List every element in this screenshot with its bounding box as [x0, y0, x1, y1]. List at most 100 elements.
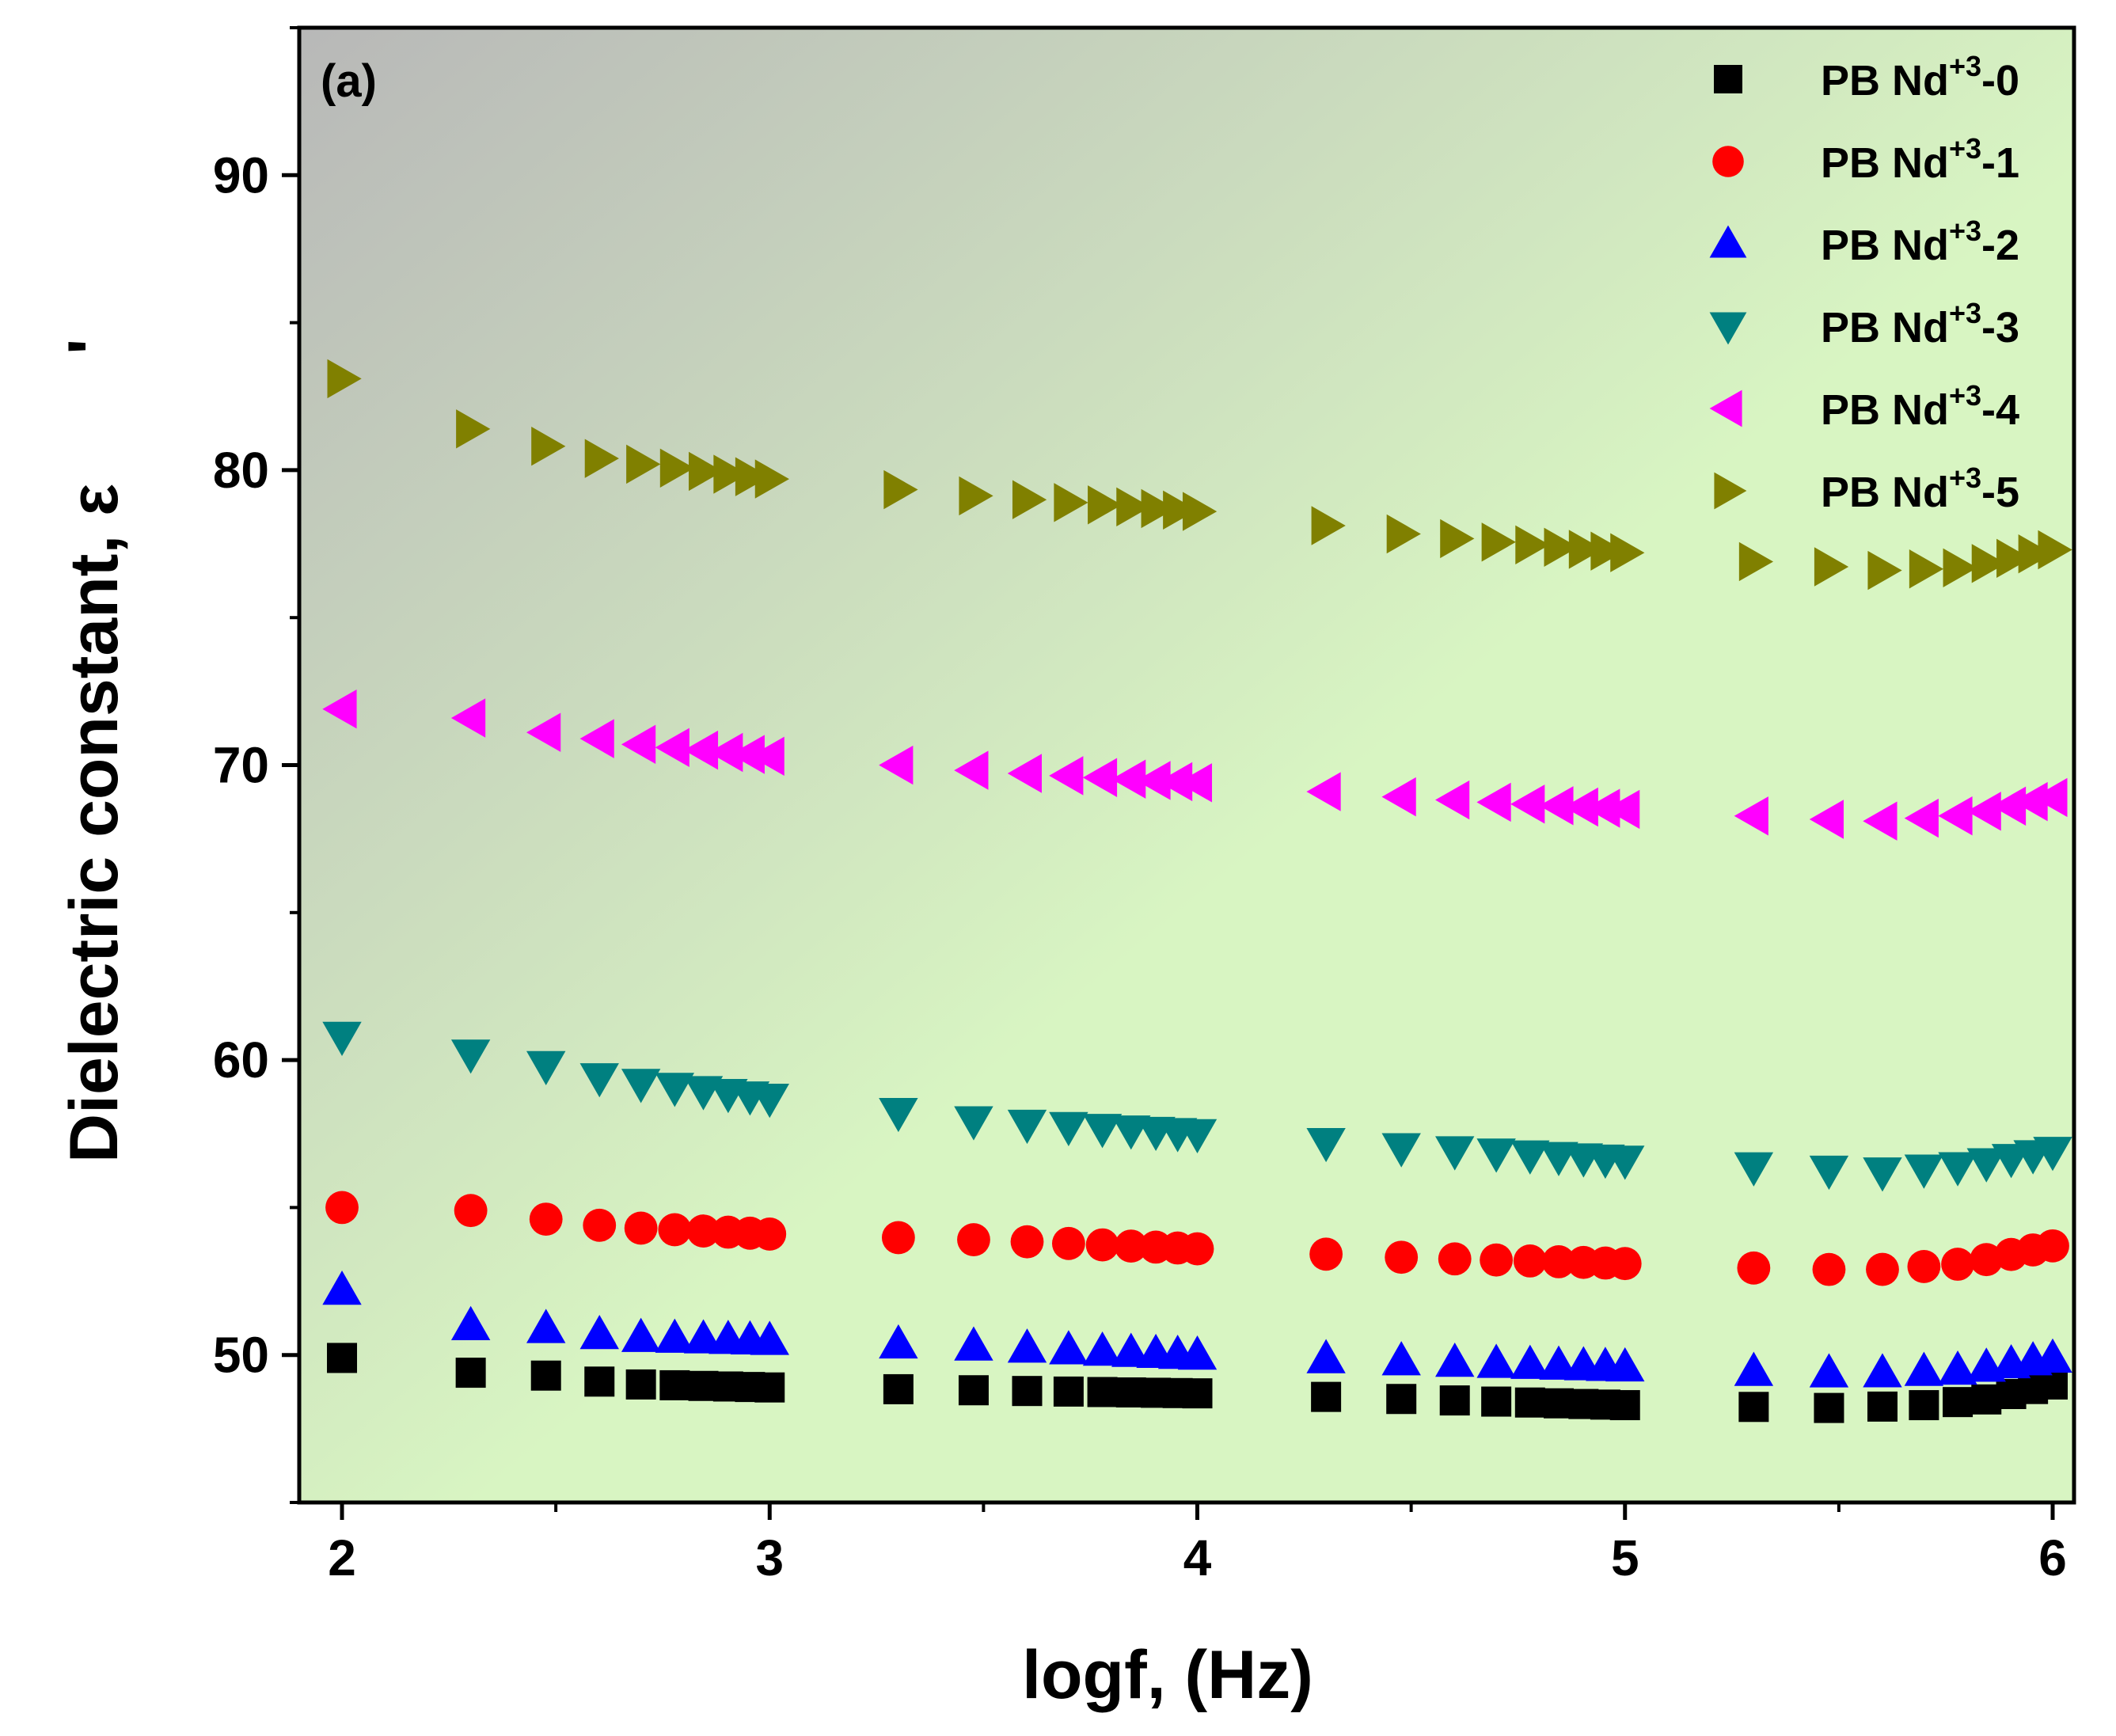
data-point: [1904, 1351, 1944, 1386]
data-point: [1085, 1228, 1119, 1262]
data-point: [879, 745, 914, 785]
data-point: [1539, 786, 1574, 826]
data-point: [730, 735, 765, 774]
y-tick-label: 50: [213, 1327, 269, 1384]
data-point: [625, 1369, 656, 1400]
data-point: [879, 1097, 918, 1133]
data-point: [655, 727, 690, 767]
legend-marker: [1714, 472, 1747, 510]
data-point: [1386, 514, 1421, 554]
data-point: [1544, 527, 1578, 567]
data-point: [1866, 1252, 1899, 1286]
data-point: [954, 750, 989, 790]
data-point: [1605, 789, 1640, 830]
data-point: [1938, 796, 1973, 836]
legend-label-prefix: PB Nd: [1821, 304, 1949, 351]
legend-marker: [1712, 146, 1744, 177]
data-point: [1116, 487, 1151, 526]
data-point: [1136, 761, 1171, 800]
data-point: [1938, 1152, 1977, 1187]
data-point: [327, 359, 362, 399]
data-point: [1943, 548, 1977, 587]
x-tick-label: 6: [2038, 1529, 2067, 1586]
data-point: [1605, 1145, 1645, 1180]
data-point: [1049, 1111, 1088, 1146]
data-point: [1306, 772, 1341, 811]
y-tick-label: 60: [213, 1031, 269, 1088]
data-markers: [322, 359, 2072, 1423]
data-point: [1012, 480, 1047, 519]
data-point: [1439, 1385, 1470, 1416]
legend: PB Nd+3-0PB Nd+3-1PB Nd+3-2PB Nd+3-3PB N…: [1709, 50, 2019, 516]
legend-marker: [1709, 312, 1747, 345]
data-point: [526, 1050, 566, 1086]
data-point: [1435, 780, 1470, 820]
data-point: [1610, 533, 1645, 572]
data-point: [624, 1211, 658, 1245]
data-point: [1738, 1392, 1769, 1423]
legend-entry: PB Nd+3-2: [1709, 215, 2019, 269]
legend-entry: PB Nd+3-0: [1714, 50, 2019, 104]
data-point: [621, 1317, 661, 1352]
plot-background: [299, 28, 2074, 1502]
data-point: [1082, 1114, 1123, 1149]
data-point: [1568, 530, 1604, 569]
y-axis-title: Dielectric constant, ε: [56, 484, 132, 1163]
data-point: [1907, 1250, 1941, 1283]
data-point: [1809, 1155, 1849, 1191]
data-point: [322, 1021, 362, 1056]
data-point: [750, 1320, 789, 1355]
data-point: [957, 1223, 990, 1256]
data-point: [1943, 1387, 1974, 1418]
data-point: [754, 1372, 785, 1403]
data-point: [450, 698, 486, 738]
y-tick-label: 80: [213, 442, 269, 499]
data-point: [454, 1194, 488, 1228]
data-point: [456, 409, 491, 449]
data-point: [1007, 1109, 1047, 1145]
data-point: [1941, 1248, 1974, 1281]
data-point: [1054, 483, 1088, 522]
data-point: [883, 469, 918, 510]
legend-label-suffix: -4: [1981, 386, 2019, 434]
legend-label-sup: +3: [1949, 50, 1981, 82]
legend-marker: [1709, 389, 1742, 427]
data-point: [1996, 538, 2031, 579]
legend-label: PB Nd+3-5: [1821, 462, 2019, 516]
data-point: [1542, 1244, 1575, 1278]
y-axis-title-prime: ': [55, 339, 131, 355]
data-point: [1513, 1244, 1547, 1278]
legend-entry: PB Nd+3-5: [1714, 462, 2019, 516]
data-point: [1163, 490, 1198, 530]
data-point: [1966, 792, 2001, 831]
x-tick-label: 4: [1183, 1529, 1212, 1586]
data-point: [1157, 762, 1193, 802]
data-point: [1111, 759, 1146, 799]
data-point: [1809, 1353, 1849, 1388]
data-point: [530, 1360, 561, 1391]
data-point: [1435, 1342, 1475, 1377]
data-point: [2033, 1338, 2072, 1373]
data-point: [1087, 1377, 1118, 1407]
legend-label-suffix: -5: [1981, 469, 2019, 516]
legend-entry: PB Nd+3-3: [1709, 297, 2019, 351]
data-point: [526, 1309, 566, 1343]
data-point: [1734, 1351, 1774, 1386]
data-point: [529, 1202, 563, 1236]
series-5: [327, 359, 2072, 591]
data-point: [526, 712, 561, 752]
data-point: [1608, 1247, 1642, 1281]
legend-label-prefix: PB Nd: [1821, 139, 1949, 187]
data-point: [689, 451, 724, 492]
legend-label-sup: +3: [1949, 215, 1981, 247]
data-point: [883, 1373, 914, 1404]
series-2: [322, 1271, 2072, 1388]
data-point: [584, 1366, 615, 1397]
data-point: [1381, 777, 1416, 817]
data-point: [1904, 1154, 1944, 1189]
data-point: [753, 1217, 787, 1251]
data-point: [1970, 1243, 2004, 1277]
legend-entry: PB Nd+3-1: [1712, 132, 2019, 187]
legend-label-prefix: PB Nd: [1821, 469, 1949, 516]
